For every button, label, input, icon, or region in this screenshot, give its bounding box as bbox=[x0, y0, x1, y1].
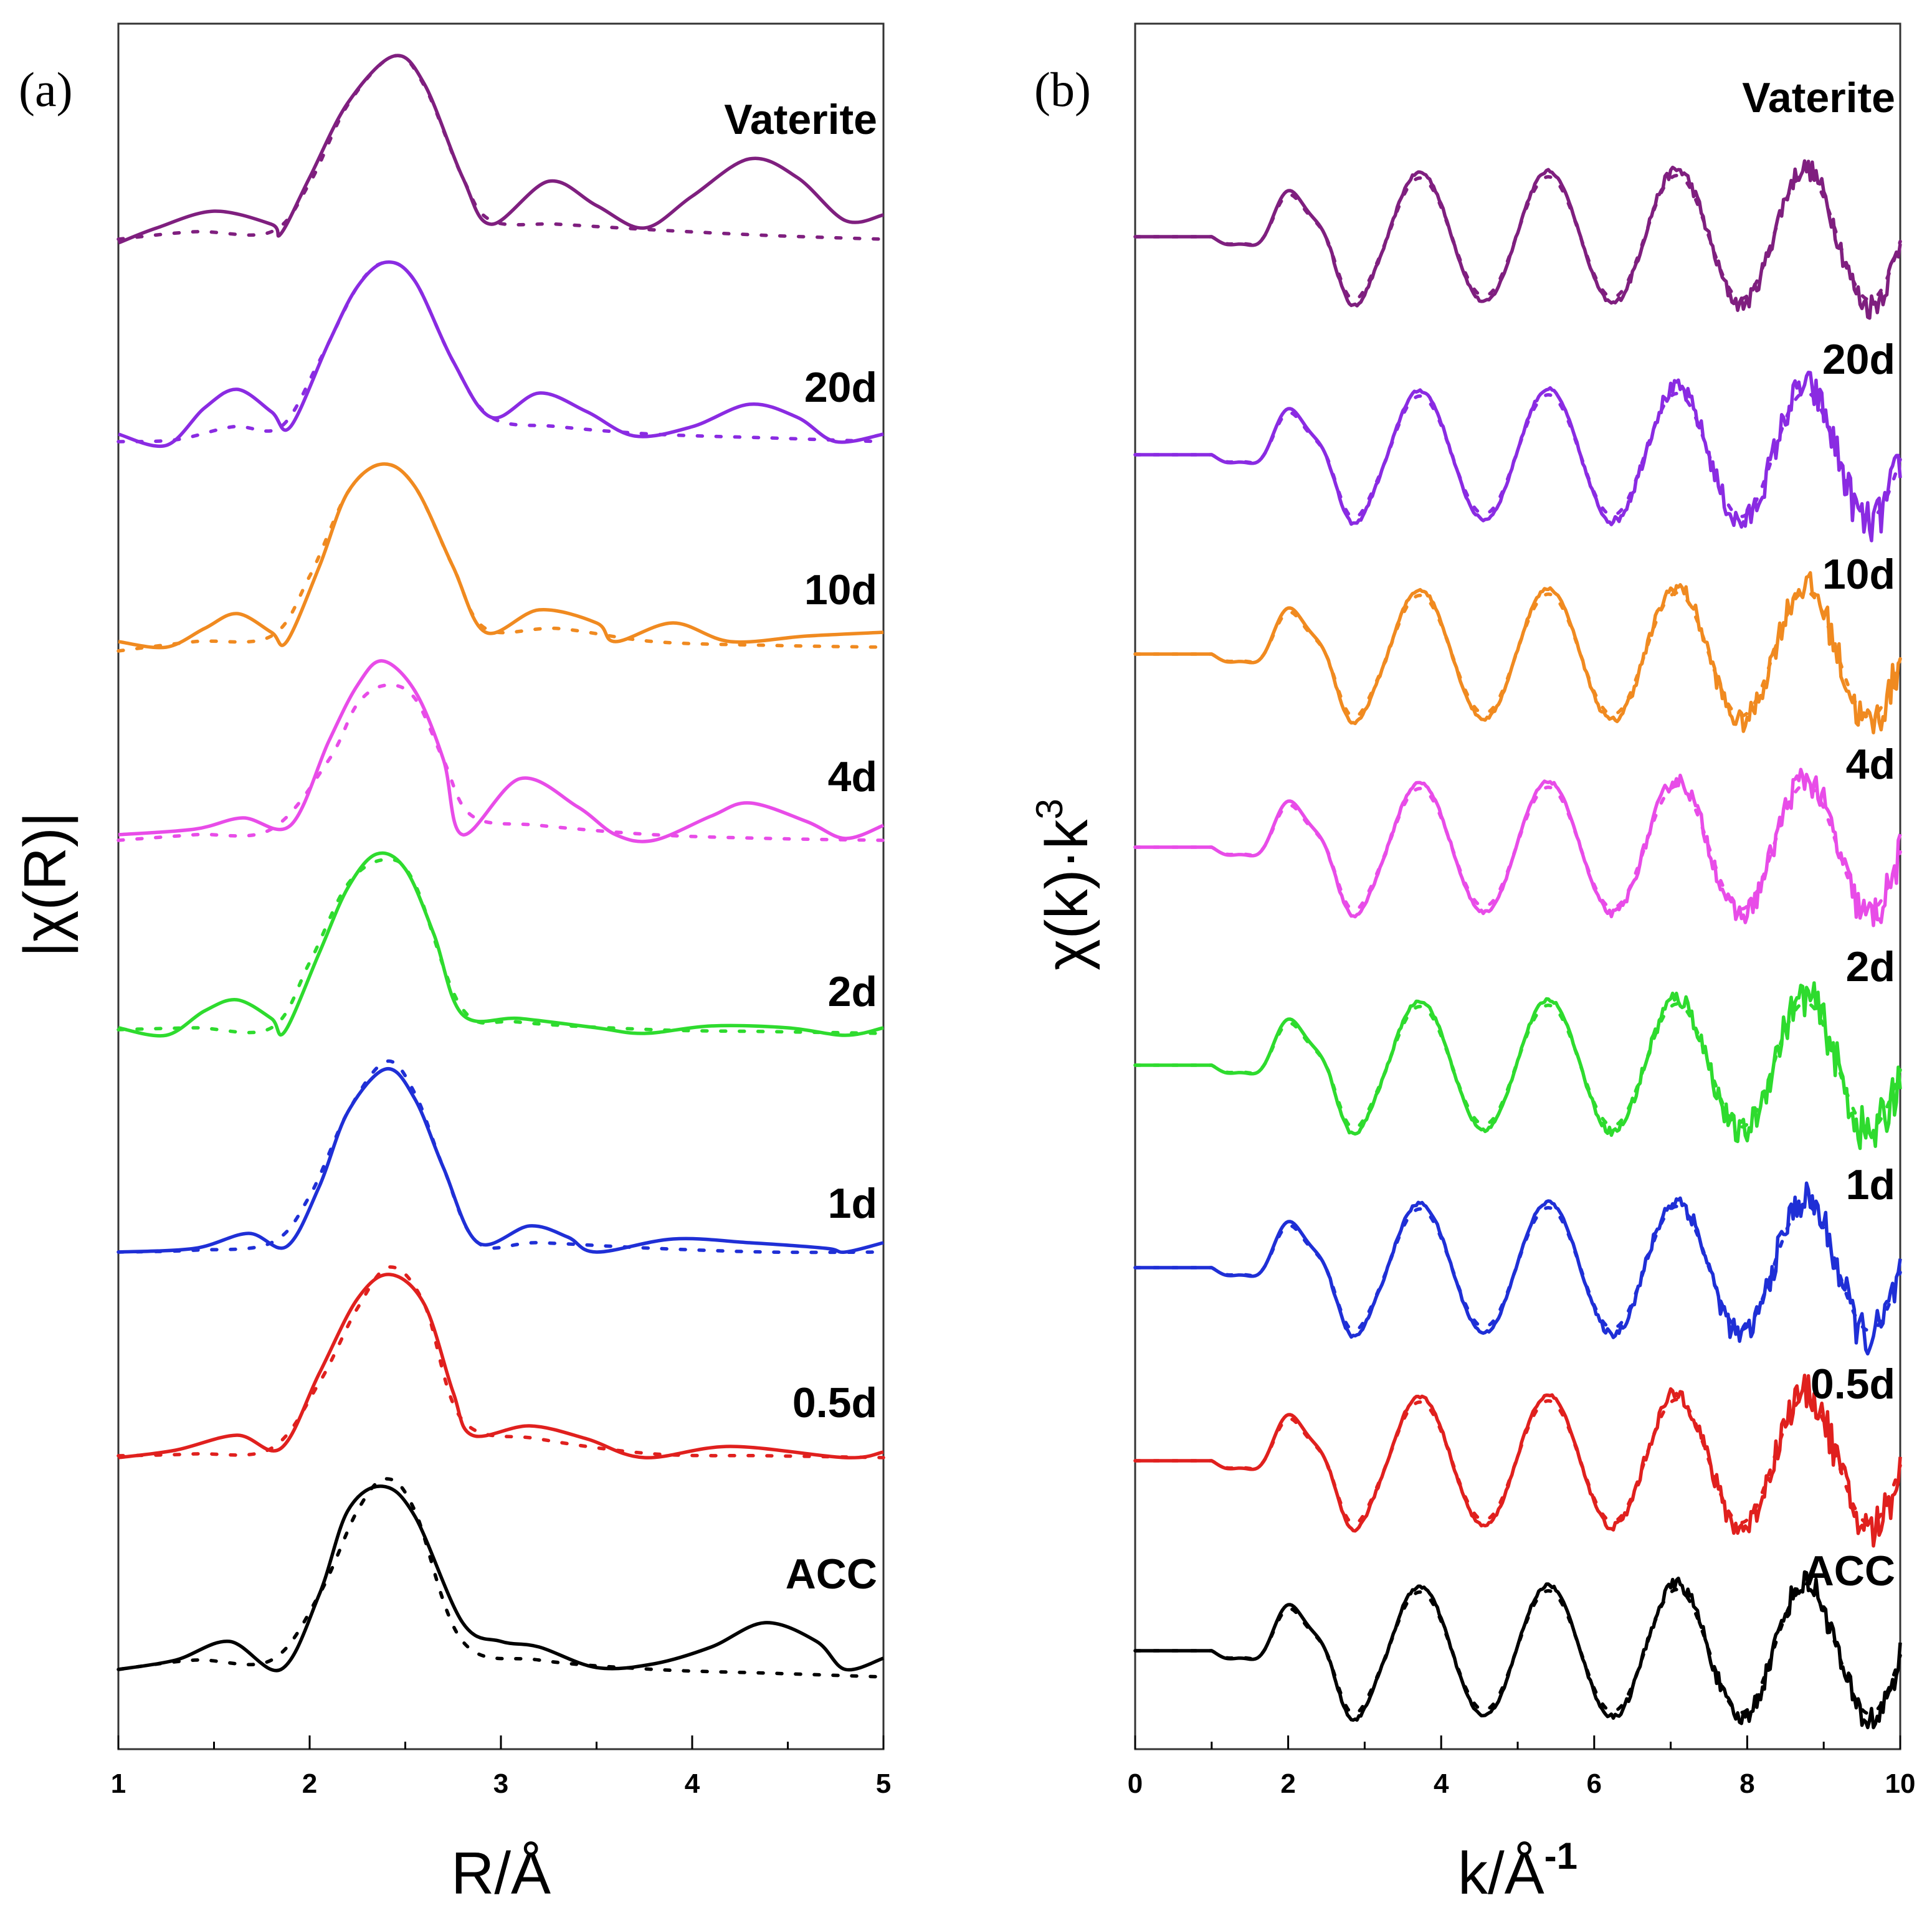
panel-b-series: Vaterite 20d 10d 4d 2d 1d 0.5d ACC bbox=[1133, 74, 1902, 1730]
panel-a-series: Vaterite 20d 10d 4d 2d 1d 0.5d ACC bbox=[117, 54, 885, 1679]
b-exp-line-0-5d bbox=[1135, 1374, 1902, 1548]
b-x-tick-label-0: 0 bbox=[1128, 1768, 1143, 1799]
a-fit-line-2d bbox=[117, 858, 885, 1035]
b-x-tick-label-2: 4 bbox=[1434, 1768, 1449, 1799]
a-exp-line-acc bbox=[118, 1484, 884, 1673]
b-series-label-20d: 20d bbox=[1822, 336, 1895, 383]
a-fit-line-0-5d bbox=[117, 1265, 885, 1459]
panel-a-y-axis-label: |χ(R)| bbox=[12, 812, 79, 957]
a-fit-line-4d bbox=[117, 683, 885, 842]
a-exp-line-0-5d bbox=[118, 1273, 884, 1459]
panel-b-x-axis-label: k/Å-1 bbox=[1458, 1835, 1577, 1907]
panel-a: (a) Vaterite 20d 10d 4d 2d 1d 0.5d ACC 1 2 3 4 5 R/… bbox=[12, 22, 891, 1907]
b-exp-line-acc bbox=[1135, 1570, 1902, 1730]
panel-b-y-axis-label-sup: 3 bbox=[1029, 799, 1070, 819]
panel-b-x-ticks: 0 2 4 6 8 10 bbox=[1128, 1735, 1916, 1799]
b-series-label-acc: ACC bbox=[1804, 1547, 1895, 1595]
b-x-tick-label-4: 8 bbox=[1739, 1768, 1754, 1799]
b-x-tick-label-3: 6 bbox=[1587, 1768, 1602, 1799]
b-series-label-4d: 4d bbox=[1846, 741, 1895, 788]
b-series-label-0-5d: 0.5d bbox=[1811, 1360, 1895, 1408]
a-series-label-0-5d: 0.5d bbox=[792, 1379, 877, 1426]
a-series-label-10d: 10d bbox=[804, 566, 877, 614]
b-exp-line-10d bbox=[1135, 571, 1902, 734]
a-fit-line-10d bbox=[117, 462, 885, 653]
a-exp-line-2d bbox=[118, 851, 884, 1038]
a-exp-line-20d bbox=[118, 260, 884, 449]
a-series-label-2d: 2d bbox=[828, 968, 877, 1015]
b-exp-line-1d bbox=[1135, 1181, 1902, 1356]
a-x-tick-label-4: 5 bbox=[876, 1768, 891, 1799]
a-exp-line-4d bbox=[118, 659, 885, 843]
panel-b-x-axis-label-main: k/Å bbox=[1458, 1840, 1544, 1907]
panel-b-frame bbox=[1134, 22, 1901, 1750]
panel-a-x-ticks: 1 2 3 4 5 bbox=[111, 1735, 891, 1799]
a-series-label-acc: ACC bbox=[786, 1550, 877, 1598]
b-series-label-10d: 10d bbox=[1822, 551, 1895, 598]
a-x-tick-label-0: 1 bbox=[111, 1768, 126, 1799]
a-series-label-vaterite: Vaterite bbox=[724, 96, 877, 143]
b-series-label-2d: 2d bbox=[1846, 943, 1895, 990]
b-exp-line-2d bbox=[1135, 981, 1902, 1151]
b-series-label-vaterite: Vaterite bbox=[1742, 74, 1895, 121]
b-series-label-1d: 1d bbox=[1846, 1161, 1895, 1208]
b-exp-line-4d bbox=[1135, 767, 1902, 928]
panel-b-y-axis-label: χ(k)·k3 bbox=[1029, 799, 1100, 971]
panel-b-x-axis-label-sup: -1 bbox=[1544, 1835, 1577, 1877]
a-fit-line-20d bbox=[117, 260, 885, 444]
a-exp-line-10d bbox=[118, 462, 884, 650]
a-series-label-4d: 4d bbox=[828, 753, 877, 800]
a-x-tick-label-1: 2 bbox=[302, 1768, 317, 1799]
a-exp-line-1d bbox=[118, 1067, 884, 1255]
b-x-tick-label-5: 10 bbox=[1885, 1768, 1916, 1799]
panel-a-frame bbox=[117, 22, 885, 1750]
panel-a-letter: (a) bbox=[19, 62, 73, 116]
b-exp-line-20d bbox=[1135, 371, 1902, 543]
a-x-tick-label-3: 4 bbox=[685, 1768, 700, 1799]
a-series-label-20d: 20d bbox=[804, 364, 877, 411]
panel-a-x-axis-label: R/Å bbox=[451, 1840, 551, 1907]
b-x-tick-label-1: 2 bbox=[1280, 1768, 1295, 1799]
a-series-label-1d: 1d bbox=[828, 1180, 877, 1227]
panel-b-y-axis-label-main: χ(k)·k bbox=[1034, 819, 1100, 971]
a-fit-line-acc bbox=[117, 1477, 885, 1679]
a-x-tick-label-2: 3 bbox=[493, 1768, 508, 1799]
panel-b-letter: (b) bbox=[1034, 62, 1091, 116]
b-exp-line-vaterite bbox=[1135, 159, 1902, 320]
a-exp-line-vaterite bbox=[117, 54, 884, 245]
a-fit-line-1d bbox=[117, 1059, 885, 1255]
